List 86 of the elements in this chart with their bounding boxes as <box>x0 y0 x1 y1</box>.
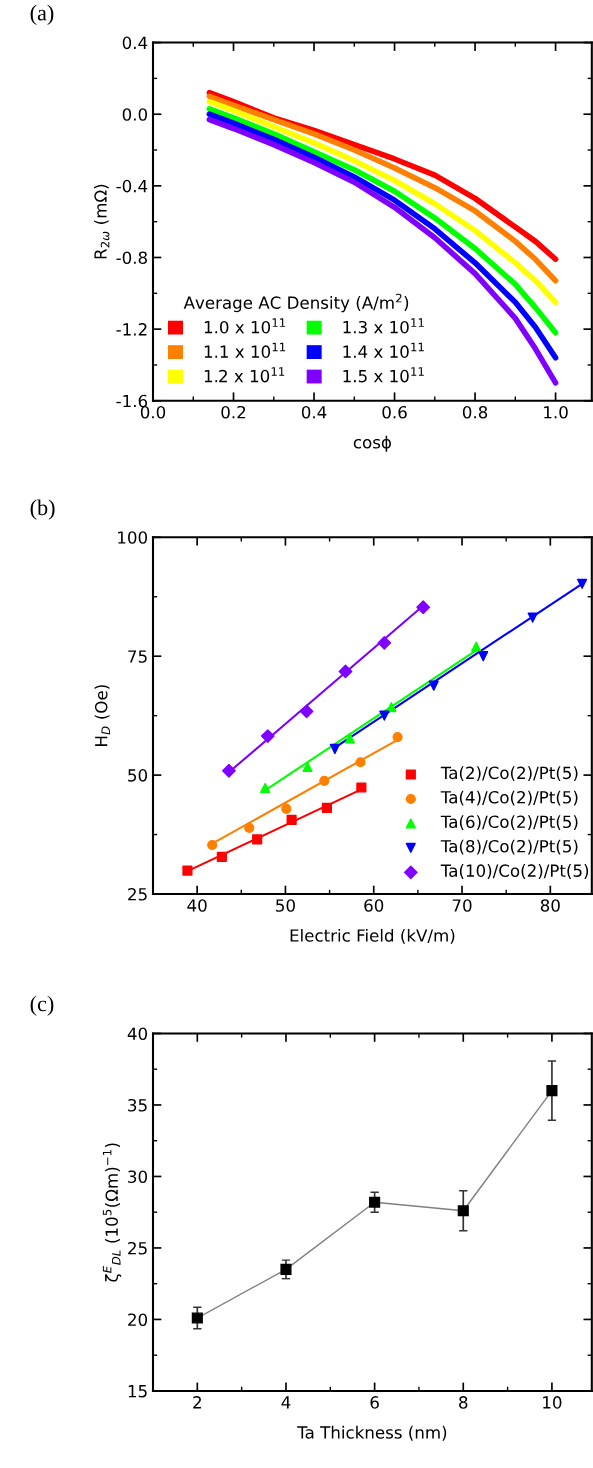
x-tick-label: 70 <box>452 899 472 912</box>
legend-label: Ta(4)/Co(2)/Pt(5) <box>440 790 578 806</box>
legend-label: 1.2 x 10$^{11}$ <box>204 367 285 383</box>
point <box>338 664 353 679</box>
point <box>299 704 314 719</box>
chart-title: (b) <box>30 499 55 520</box>
point <box>392 731 403 743</box>
point <box>191 1312 203 1324</box>
y-tick-label: -1.6 <box>116 394 148 408</box>
point <box>416 600 431 615</box>
y-tick-label: 25 <box>128 887 147 901</box>
legend-label: 1.3 x 10$^{11}$ <box>343 318 424 334</box>
y-tick-label: 40 <box>127 1027 148 1041</box>
legend-label: 1.4 x 10$^{11}$ <box>343 342 424 358</box>
point <box>321 802 333 814</box>
point <box>286 814 297 825</box>
x-axis-title: Electric Field (kV/m) <box>290 928 455 944</box>
x-tick-label: 4 <box>281 1396 291 1409</box>
chart-title: (a) <box>30 4 54 25</box>
point <box>369 1196 381 1208</box>
x-axis-title: Ta Thickness (nm) <box>297 1425 447 1441</box>
y-tick-label: 25 <box>128 1241 147 1255</box>
point <box>428 680 439 691</box>
x-tick-label: 80 <box>540 899 560 912</box>
legend-label: Ta(10)/Co(2)/Pt(5) <box>440 864 589 879</box>
x-tick-label: 0.8 <box>462 405 488 419</box>
x-tick-label: 60 <box>364 899 384 912</box>
y-axis-title: ζ$^{E}$$_{DL}$ (10$^{5}$(Ωm)$^{−1}$) <box>102 1143 122 1282</box>
x-tick-label: 50 <box>276 899 295 912</box>
point <box>244 822 255 833</box>
x-tick-label: 10 <box>543 1396 562 1409</box>
point <box>280 1263 292 1275</box>
point <box>302 761 313 773</box>
point <box>377 635 392 650</box>
x-tick-label: 8 <box>459 1396 468 1409</box>
legend-label: Ta(6)/Co(2)/Pt(5) <box>440 815 578 831</box>
point <box>355 757 366 768</box>
legend-label: Ta(2)/Co(2)/Pt(5) <box>440 766 578 782</box>
y-tick-label: 0.0 <box>122 108 148 121</box>
point <box>546 1085 558 1097</box>
point <box>379 710 390 721</box>
y-tick-label: -0.8 <box>116 251 147 265</box>
point <box>478 651 489 662</box>
point <box>207 839 218 851</box>
y-tick-label: -0.4 <box>116 179 148 193</box>
x-tick-label: 40 <box>187 899 207 912</box>
x-tick-label: 6 <box>370 1396 379 1409</box>
y-tick-label: 15 <box>128 1385 147 1398</box>
point <box>182 865 193 876</box>
point <box>577 578 588 589</box>
point <box>356 782 367 793</box>
point <box>527 612 538 623</box>
y-tick-label: 35 <box>128 1098 147 1112</box>
point <box>252 834 263 845</box>
point <box>344 733 355 744</box>
legend-label: 1.5 x 10$^{11}$ <box>343 367 424 383</box>
chart-title: (c) <box>30 995 54 1016</box>
point <box>216 851 227 862</box>
y-axis-title: H$_{D}$ (Oe) <box>94 685 111 746</box>
legend-title: Average AC Density (A/m$^{2}$) <box>183 293 409 313</box>
legend-label: 1.1 x 10$^{11}$ <box>204 342 286 358</box>
legend-label: 1.0 x 10$^{11}$ <box>204 318 286 334</box>
y-tick-label: 0.4 <box>122 36 148 50</box>
y-axis-title: R$_{2ω}$ (mΩ) <box>93 184 110 259</box>
point <box>386 702 397 713</box>
point <box>319 775 330 786</box>
y-tick-label: 20 <box>128 1313 148 1327</box>
x-tick-label: 0.2 <box>221 405 246 419</box>
point <box>329 743 340 755</box>
point <box>281 803 292 814</box>
y-tick-label: -1.2 <box>116 323 147 336</box>
point <box>260 782 271 794</box>
y-tick-label: 50 <box>128 769 148 782</box>
x-tick-label: 0.6 <box>382 405 407 419</box>
x-tick-label: 1.0 <box>544 405 568 419</box>
point <box>471 641 482 652</box>
point <box>457 1205 469 1217</box>
x-tick-label: 0.4 <box>301 405 327 419</box>
point <box>222 763 236 778</box>
x-axis-title: cosϕ <box>353 435 391 452</box>
point <box>260 729 275 744</box>
legend-label: Ta(8)/Co(2)/Pt(5) <box>440 839 578 855</box>
x-tick-label: 2 <box>193 1396 201 1409</box>
y-tick-label: 75 <box>128 650 147 663</box>
y-tick-label: 30 <box>128 1170 148 1184</box>
y-tick-label: 100 <box>118 531 148 544</box>
